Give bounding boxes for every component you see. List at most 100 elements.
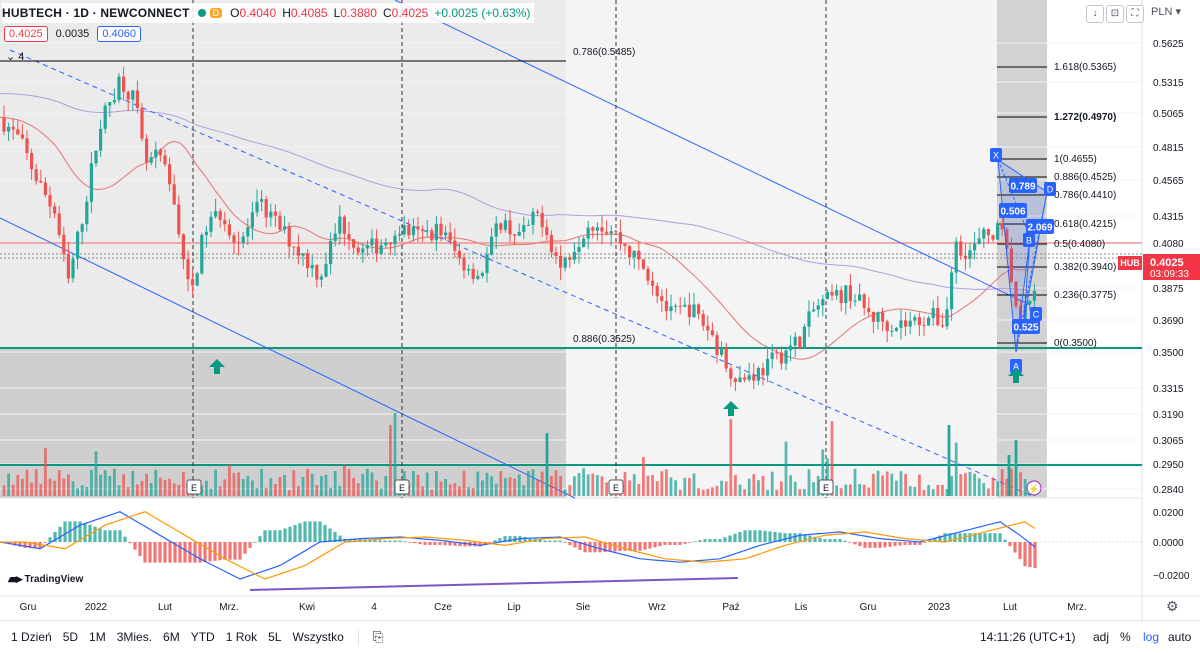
candle-body — [7, 126, 11, 132]
candle-body — [683, 304, 687, 307]
candle-body — [25, 138, 29, 153]
range-1d[interactable]: 1 Dzień — [11, 630, 52, 644]
macd-histogram-bar — [303, 521, 307, 542]
volume-bar — [149, 483, 153, 496]
macd-histogram-bar — [868, 542, 872, 548]
macd-histogram-bar — [348, 539, 352, 542]
macd-histogram-bar — [53, 531, 57, 542]
macd-histogram-bar — [933, 537, 937, 542]
range-1y[interactable]: 1 Rok — [225, 630, 258, 644]
symbol-title[interactable]: HUBTECH · 1D · NEWCONNECT — [2, 6, 190, 20]
volume-bar — [554, 470, 558, 496]
range-5d[interactable]: 5D — [62, 630, 79, 644]
candle-body — [186, 259, 190, 280]
date-range-icon[interactable]: ⎘ — [372, 629, 384, 644]
volume-bar — [890, 473, 894, 496]
screen-icon[interactable]: ⊡ — [1106, 5, 1124, 23]
candle-body — [549, 234, 553, 253]
macd-histogram-bar — [678, 542, 682, 545]
volume-bar — [297, 486, 300, 496]
percent-toggle[interactable]: % — [1120, 630, 1131, 644]
scale-down-icon[interactable]: ↓ — [1086, 5, 1104, 23]
price-tick-label: 0.3065 — [1153, 436, 1184, 447]
range-6m[interactable]: 6M — [163, 630, 180, 644]
candle-body — [218, 211, 222, 220]
ask-price[interactable]: 0.4060 — [97, 26, 141, 42]
volume-bar — [232, 472, 236, 496]
candle-body — [600, 227, 604, 232]
range-3m[interactable]: 3Mies. — [116, 630, 153, 644]
candle-body — [494, 223, 498, 237]
xabcd-point-label: A — [1013, 362, 1019, 372]
candle-body — [678, 305, 682, 307]
xabcd-ratio-badge — [1009, 178, 1037, 193]
volume-bar — [600, 476, 604, 496]
range-5y[interactable]: 5L — [268, 630, 282, 644]
price-tick-label: 0.2950 — [1153, 460, 1184, 471]
macd-histogram-bar — [133, 542, 137, 550]
adj-toggle[interactable]: adj — [1093, 630, 1110, 644]
candle-body — [66, 253, 70, 279]
candle-body — [812, 309, 816, 312]
candle-body — [112, 100, 116, 103]
volume-bar — [113, 468, 116, 496]
bid-price[interactable]: 0.4025 — [4, 26, 48, 42]
candle-body — [163, 155, 167, 165]
volume-bar — [987, 488, 990, 496]
candle-body — [752, 375, 756, 381]
tradingview-logo[interactable]: ▰▸ TradingView — [8, 571, 84, 586]
macd-histogram-bar — [688, 542, 692, 543]
chart-canvas[interactable]: 0.5625 0.5315 0.5065 0.4815 0.4565 0.4315 0.40… — [0, 0, 1200, 620]
candle-body — [646, 268, 650, 281]
volume-bar — [260, 468, 263, 496]
volume-bar — [306, 468, 309, 496]
volume-bar — [803, 489, 806, 496]
macd-histogram-bar — [1033, 542, 1037, 568]
macd-histogram-bar — [723, 537, 727, 542]
volume-bar — [375, 480, 378, 496]
channel-lower-line — [0, 217, 576, 499]
currency-selector[interactable]: PLN ▾ — [1151, 6, 1181, 18]
candle-body — [931, 307, 935, 318]
bid-ask-box: 0.4025 0.0035 0.4060 — [4, 26, 141, 42]
volume-bar — [287, 489, 291, 496]
candle-body — [674, 305, 678, 307]
volume-bar — [444, 479, 447, 496]
macd-histogram-bar — [703, 539, 707, 542]
clock-time[interactable]: 14:11:26 (UTC+1) — [980, 630, 1076, 644]
macd-histogram-bar — [443, 542, 447, 546]
fullscreen-icon[interactable]: ⛶ — [1126, 5, 1144, 23]
macd-histogram-bar — [368, 539, 372, 542]
range-1m[interactable]: 1M — [89, 630, 106, 644]
macd-histogram-bar — [163, 542, 167, 563]
xabcd-ratio-label: 0.789 — [1010, 182, 1035, 193]
macd-histogram-bar — [438, 542, 442, 545]
candle-body — [563, 257, 567, 268]
gear-icon[interactable]: ⚙ — [1166, 598, 1179, 614]
volume-bar — [39, 483, 43, 496]
indicators-collapse[interactable]: ⌄ 4 — [6, 51, 25, 63]
volume-bar — [922, 489, 926, 496]
macd-histogram-bar — [153, 542, 157, 563]
candle-body — [940, 325, 944, 327]
volume-bar — [494, 483, 498, 496]
log-toggle[interactable]: log — [1143, 630, 1160, 644]
market-status-icon — [197, 9, 206, 17]
range-all[interactable]: Wszystko — [292, 630, 344, 644]
macd-histogram-bar — [508, 536, 512, 542]
macd-histogram-bar — [578, 542, 582, 550]
macd-histogram-bar — [178, 542, 182, 563]
macd-histogram-bar — [863, 542, 867, 548]
volume-bar — [531, 469, 535, 496]
candle-body — [296, 246, 300, 256]
volume-bar — [251, 480, 254, 496]
candle-body — [692, 304, 696, 318]
macd-histogram-bar — [1003, 539, 1007, 542]
time-axis-label: Paź — [722, 602, 739, 613]
volume-bar — [729, 419, 733, 496]
moving-average-long — [0, 92, 1027, 291]
range-ytd[interactable]: YTD — [190, 630, 215, 644]
auto-toggle[interactable]: auto — [1168, 630, 1192, 644]
xabcd-point-label: B — [1026, 236, 1032, 246]
candle-body — [453, 240, 457, 251]
